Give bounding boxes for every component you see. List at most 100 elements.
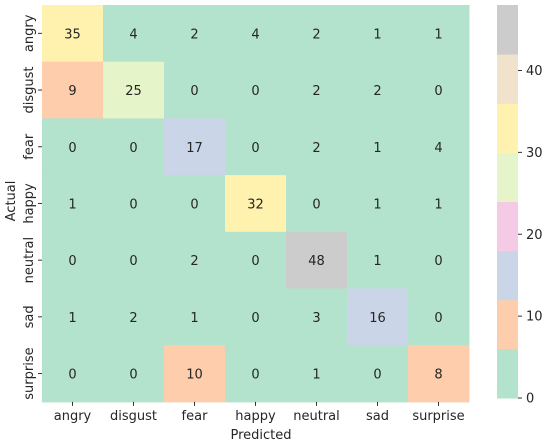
cell-value-label: 32 xyxy=(247,197,264,212)
colorbar-segment xyxy=(497,5,518,55)
heatmap-cell xyxy=(225,231,287,289)
heatmap-cell xyxy=(42,288,104,346)
heatmap-cell xyxy=(408,231,470,289)
cell-value-label: 1 xyxy=(434,197,442,212)
heatmap-cell xyxy=(225,118,287,176)
heatmap-cell xyxy=(225,345,287,403)
cell-value-label: 10 xyxy=(186,368,203,383)
cell-value-label: 2 xyxy=(312,27,320,42)
heatmap-cell xyxy=(347,61,409,119)
heatmap-cell xyxy=(347,231,409,289)
cell-value-label: 1 xyxy=(373,254,381,269)
y-tick-label: disgust xyxy=(22,67,37,114)
heatmap-cell xyxy=(408,118,470,176)
heatmap-cell xyxy=(286,288,348,346)
cell-value-label: 2 xyxy=(312,84,320,99)
heatmap-cell xyxy=(225,175,287,233)
cell-value-label: 0 xyxy=(434,84,442,99)
cell-value-label: 8 xyxy=(434,368,442,383)
heatmap-cell xyxy=(164,175,226,233)
heatmap-cell xyxy=(225,5,287,63)
cell-value-label: 0 xyxy=(251,84,259,99)
colorbar-segment xyxy=(497,348,518,399)
cell-value-label: 17 xyxy=(186,141,203,156)
cell-value-label: 0 xyxy=(129,141,137,156)
x-tick-label: angry xyxy=(54,409,92,424)
heatmap-cell xyxy=(103,118,165,176)
heatmap-cell xyxy=(286,175,348,233)
y-axis-label: Actual xyxy=(4,181,19,222)
cell-value-label: 2 xyxy=(312,141,320,156)
heatmap-cell xyxy=(408,288,470,346)
heatmap-cell xyxy=(286,61,348,119)
cell-value-label: 4 xyxy=(434,141,442,156)
colorbar-segment xyxy=(497,299,518,350)
x-tick-labels: angry disgust fear happy neutral sad surprise xyxy=(54,401,465,424)
heatmap-cell xyxy=(408,175,470,233)
heatmap-cell xyxy=(164,118,226,176)
heatmap-cell xyxy=(286,345,348,403)
cell-value-label: 1 xyxy=(373,141,381,156)
cell-value-label: 0 xyxy=(434,254,442,269)
cell-value-label: 9 xyxy=(68,84,76,99)
colorbar-segment xyxy=(497,250,518,301)
colorbar: 0 10 20 30 40 xyxy=(497,5,543,407)
colorbar-segment xyxy=(497,103,518,153)
heatmap-cell xyxy=(347,118,409,176)
heatmap-cell xyxy=(103,345,165,403)
heatmap-cell xyxy=(408,5,470,63)
heatmap-cell xyxy=(347,288,409,346)
heatmap-cell xyxy=(42,118,104,176)
heatmap-cell xyxy=(103,5,165,63)
heatmap-cell xyxy=(164,288,226,346)
cell-value-label: 1 xyxy=(68,197,76,212)
heatmap-cell xyxy=(286,118,348,176)
cell-value-label: 1 xyxy=(312,368,320,383)
cell-value-label: 1 xyxy=(373,197,381,212)
cell-value-label: 4 xyxy=(129,27,137,42)
cell-value-label: 48 xyxy=(308,254,325,269)
y-tick-label: happy xyxy=(22,183,37,224)
colorbar-tick-label: 0 xyxy=(526,392,534,407)
y-tick-label: surprise xyxy=(22,347,37,399)
heatmap-cell xyxy=(103,61,165,119)
heatmap-cell xyxy=(225,61,287,119)
cell-value-label: 0 xyxy=(190,84,198,99)
cell-value-label: 0 xyxy=(312,197,320,212)
cell-value-label: 0 xyxy=(68,254,76,269)
heatmap-cell xyxy=(164,231,226,289)
colorbar-tick-label: 10 xyxy=(526,310,543,325)
heatmap-cell xyxy=(42,345,104,403)
heatmap-cell xyxy=(408,61,470,119)
heatmap-cell xyxy=(408,345,470,403)
cell-value-label: 0 xyxy=(68,141,76,156)
heatmap-cell xyxy=(347,345,409,403)
heatmap-cell xyxy=(42,175,104,233)
cell-value-label: 0 xyxy=(129,254,137,269)
heatmap-cell xyxy=(103,175,165,233)
cell-value-label: 0 xyxy=(129,197,137,212)
cell-value-label: 1 xyxy=(68,311,76,326)
cell-value-label: 0 xyxy=(190,197,198,212)
cell-value-label: 2 xyxy=(129,311,137,326)
x-tick-label: surprise xyxy=(412,409,464,424)
colorbar-segment xyxy=(497,152,518,202)
heatmap-cell xyxy=(164,345,226,403)
cell-value-label: 2 xyxy=(190,27,198,42)
heatmap-cells: 35 4 2 4 2 1 19 25 0 0 2 2 00 0 17 0 2 1 41 0 0 32 0 1 10 0 2 0 48 1 0… xyxy=(42,5,470,403)
heatmap-cell xyxy=(164,5,226,63)
cell-value-label: 25 xyxy=(125,84,142,99)
cell-value-label: 0 xyxy=(373,368,381,383)
x-tick-label: neutral xyxy=(293,409,340,424)
colorbar-tick-label: 30 xyxy=(526,146,543,161)
cell-value-label: 0 xyxy=(251,254,259,269)
x-axis-label: Predicted xyxy=(230,428,291,443)
cell-value-label: 0 xyxy=(434,311,442,326)
heatmap-cell xyxy=(42,231,104,289)
x-tick-label: happy xyxy=(235,409,276,424)
x-tick-label: fear xyxy=(182,409,209,424)
heatmap-cell xyxy=(347,5,409,63)
y-tick-label: neutral xyxy=(22,237,37,284)
colorbar-segment xyxy=(497,54,518,104)
